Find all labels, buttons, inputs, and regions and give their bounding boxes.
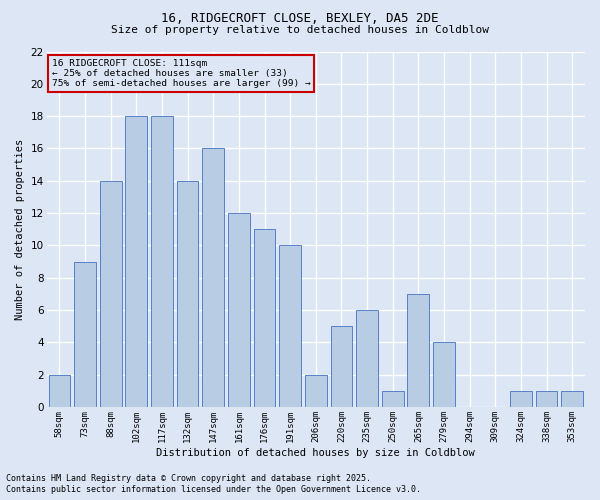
- Y-axis label: Number of detached properties: Number of detached properties: [15, 138, 25, 320]
- Bar: [536, 391, 557, 407]
- Bar: [228, 213, 250, 407]
- Bar: [279, 246, 301, 407]
- Bar: [407, 294, 429, 407]
- Bar: [151, 116, 173, 407]
- Bar: [433, 342, 455, 407]
- Text: Contains HM Land Registry data © Crown copyright and database right 2025.
Contai: Contains HM Land Registry data © Crown c…: [6, 474, 421, 494]
- Bar: [331, 326, 352, 407]
- Text: Size of property relative to detached houses in Coldblow: Size of property relative to detached ho…: [111, 25, 489, 35]
- Bar: [49, 374, 70, 407]
- Bar: [202, 148, 224, 407]
- Bar: [254, 229, 275, 407]
- Bar: [510, 391, 532, 407]
- Bar: [177, 180, 199, 407]
- Bar: [100, 180, 122, 407]
- Bar: [125, 116, 147, 407]
- Text: 16, RIDGECROFT CLOSE, BEXLEY, DA5 2DE: 16, RIDGECROFT CLOSE, BEXLEY, DA5 2DE: [161, 12, 439, 26]
- Bar: [74, 262, 96, 407]
- X-axis label: Distribution of detached houses by size in Coldblow: Distribution of detached houses by size …: [157, 448, 475, 458]
- Bar: [382, 391, 404, 407]
- Bar: [356, 310, 378, 407]
- Bar: [305, 374, 326, 407]
- Text: 16 RIDGECROFT CLOSE: 111sqm
← 25% of detached houses are smaller (33)
75% of sem: 16 RIDGECROFT CLOSE: 111sqm ← 25% of det…: [52, 58, 311, 88]
- Bar: [561, 391, 583, 407]
